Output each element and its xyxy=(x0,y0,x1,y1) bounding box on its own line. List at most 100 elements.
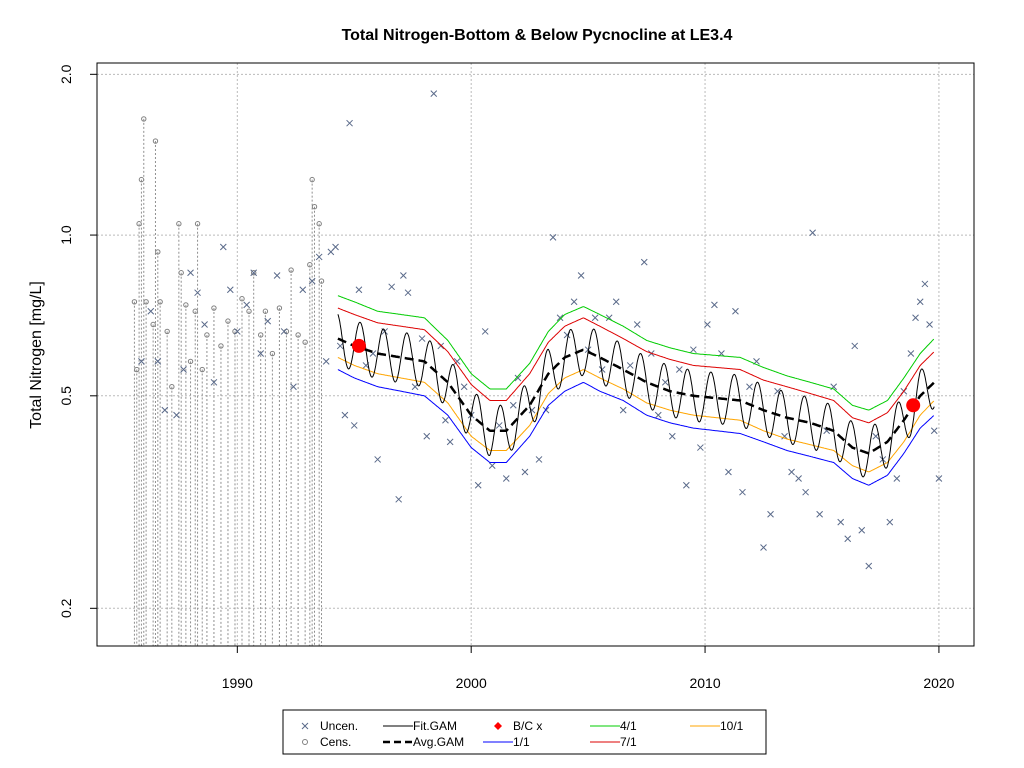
legend-label: 7/1 xyxy=(620,735,637,749)
uncensored-point xyxy=(442,416,449,424)
censored-point xyxy=(225,318,231,324)
uncensored-point xyxy=(388,283,396,291)
uncensored-point xyxy=(865,562,873,570)
uncensored-point xyxy=(453,358,461,365)
censored-point xyxy=(258,332,264,338)
uncensored-point xyxy=(187,269,194,277)
uncensored-point xyxy=(654,411,662,419)
censored-point xyxy=(194,221,201,227)
censored-point xyxy=(288,267,294,273)
legend-label: Uncen. xyxy=(320,719,358,733)
uncensored-point xyxy=(767,510,774,518)
uncensored-point xyxy=(916,298,924,306)
censored-point xyxy=(155,249,161,255)
series-line-4-1 xyxy=(337,295,935,411)
uncensored-point xyxy=(619,406,627,414)
uncensored-point xyxy=(697,444,704,451)
uncensored-point xyxy=(907,350,915,357)
uncensored-point xyxy=(194,289,201,297)
uncensored-point xyxy=(430,90,438,98)
y-tick-label: 2.0 xyxy=(58,64,74,84)
uncensored-point xyxy=(690,346,697,354)
censored-point xyxy=(269,350,276,357)
series-line-fit-gam xyxy=(337,314,935,478)
censored-point xyxy=(131,299,138,305)
legend-marker xyxy=(301,722,309,730)
uncensored-point xyxy=(308,277,316,285)
legend-box xyxy=(282,709,767,755)
uncensored-point xyxy=(781,432,788,440)
y-tick-label: 0.5 xyxy=(58,386,74,406)
uncensored-point xyxy=(626,362,634,369)
uncensored-point xyxy=(355,286,363,294)
uncensored-point xyxy=(332,243,339,251)
uncensored-point xyxy=(858,526,866,534)
legend-label: Fit.GAM xyxy=(413,719,457,733)
uncensored-point xyxy=(682,481,690,489)
uncensored-point xyxy=(460,383,468,391)
uncensored-point xyxy=(257,350,265,357)
uncensored-point xyxy=(591,314,599,322)
censored-point xyxy=(318,278,325,284)
uncensored-point xyxy=(210,378,218,386)
censored-point xyxy=(262,308,269,314)
uncensored-point xyxy=(725,468,732,476)
uncensored-point xyxy=(336,342,344,350)
uncensored-point xyxy=(912,314,919,322)
uncensored-point xyxy=(640,258,648,266)
y-tick-label: 1.0 xyxy=(58,225,74,245)
uncensored-point xyxy=(675,366,683,373)
uncensored-point xyxy=(446,438,454,446)
censored-point xyxy=(169,384,175,390)
uncensored-point xyxy=(535,456,543,463)
plot-frame xyxy=(96,62,975,647)
uncensored-point xyxy=(180,366,187,373)
uncensored-point xyxy=(233,328,241,335)
uncensored-point xyxy=(809,229,816,237)
censored-point xyxy=(150,321,156,328)
uncensored-point xyxy=(795,475,802,482)
censored-point xyxy=(178,270,184,276)
uncensored-point xyxy=(633,321,641,328)
uncensored-point xyxy=(346,119,353,127)
uncensored-point xyxy=(374,456,381,463)
censored-point xyxy=(211,305,217,311)
censored-point xyxy=(187,358,194,365)
x-tick-label: 2000 xyxy=(456,675,487,691)
censored-point xyxy=(246,308,252,314)
uncensored-point xyxy=(423,432,431,440)
uncensored-point xyxy=(350,422,358,429)
x-tick-label: 2020 xyxy=(923,675,954,691)
uncensored-point xyxy=(173,411,180,419)
uncensored-point xyxy=(930,427,938,435)
uncensored-point xyxy=(264,317,272,325)
uncensored-point xyxy=(556,314,564,322)
uncensored-point xyxy=(400,272,407,279)
uncensored-point xyxy=(802,488,809,496)
uncensored-point xyxy=(437,342,445,350)
censored-point xyxy=(164,328,170,335)
uncensored-point xyxy=(201,321,208,328)
uncensored-point xyxy=(341,411,349,419)
censored-point xyxy=(295,332,301,338)
censored-point xyxy=(176,221,182,227)
uncensored-point xyxy=(219,243,227,251)
x-tick-label: 2010 xyxy=(689,675,720,691)
censored-point xyxy=(218,343,224,349)
series-line-1-1 xyxy=(337,369,935,486)
legend-marker xyxy=(302,739,308,745)
y-axis: 0.2 0.5 1.0 2.0 xyxy=(58,64,97,618)
uncensored-point xyxy=(250,269,258,277)
uncensored-point xyxy=(243,301,251,309)
uncensored-point xyxy=(418,335,426,342)
series-line-7-1 xyxy=(337,307,935,424)
uncensored-point xyxy=(886,518,894,526)
legend-label: B/C x xyxy=(513,719,542,733)
censored-point xyxy=(143,299,149,305)
censored-point xyxy=(183,302,189,308)
legend-marker xyxy=(494,722,502,730)
uncensored-point xyxy=(837,518,845,526)
uncensored-point xyxy=(521,468,529,476)
chart-title: Total Nitrogen-Bottom & Below Pycnocline… xyxy=(342,27,733,44)
censored-point xyxy=(199,366,205,373)
